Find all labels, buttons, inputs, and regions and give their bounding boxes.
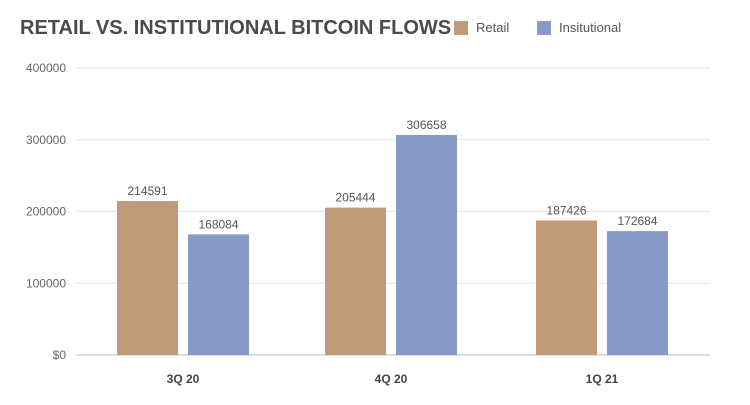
bar-retail-4q20 xyxy=(325,207,386,355)
x-category-label: 4Q 20 xyxy=(375,372,408,386)
x-axis-categories: 3Q 20 4Q 20 1Q 21 xyxy=(167,372,619,386)
legend-label-institutional: Insitutional xyxy=(559,20,621,35)
legend-label-retail: Retail xyxy=(476,20,509,35)
bar-institutional-1q21 xyxy=(607,231,668,355)
legend-swatch-institutional xyxy=(537,21,551,35)
legend: Retail Insitutional xyxy=(454,20,621,35)
data-labels: 214591 168084 205444 306658 187426 172684 xyxy=(127,118,657,231)
data-label: 306658 xyxy=(406,118,446,132)
bar-retail-1q21 xyxy=(536,220,597,355)
chart-title: RETAIL VS. INSTITUTIONAL BITCOIN FLOWS xyxy=(20,17,451,39)
bar-retail-3q20 xyxy=(117,201,178,355)
bar-institutional-4q20 xyxy=(396,134,457,355)
y-tick-label: 100000 xyxy=(26,276,66,290)
x-category-label: 1Q 21 xyxy=(586,372,619,386)
y-tick-label: $0 xyxy=(53,348,67,362)
data-label: 214591 xyxy=(127,184,167,198)
data-label: 172684 xyxy=(617,214,657,228)
x-category-label: 3Q 20 xyxy=(167,372,200,386)
data-label: 187426 xyxy=(546,204,586,218)
bars xyxy=(117,134,668,355)
data-label: 168084 xyxy=(198,217,238,231)
y-tick-label: 300000 xyxy=(26,133,66,147)
legend-swatch-retail xyxy=(454,21,468,35)
bar-institutional-3q20 xyxy=(188,234,249,355)
gridlines xyxy=(76,67,710,356)
y-tick-label: 200000 xyxy=(26,205,66,219)
y-tick-label: 400000 xyxy=(26,61,66,75)
y-axis-ticks: $0 100000 200000 300000 400000 xyxy=(26,61,66,362)
data-label: 205444 xyxy=(335,191,375,205)
